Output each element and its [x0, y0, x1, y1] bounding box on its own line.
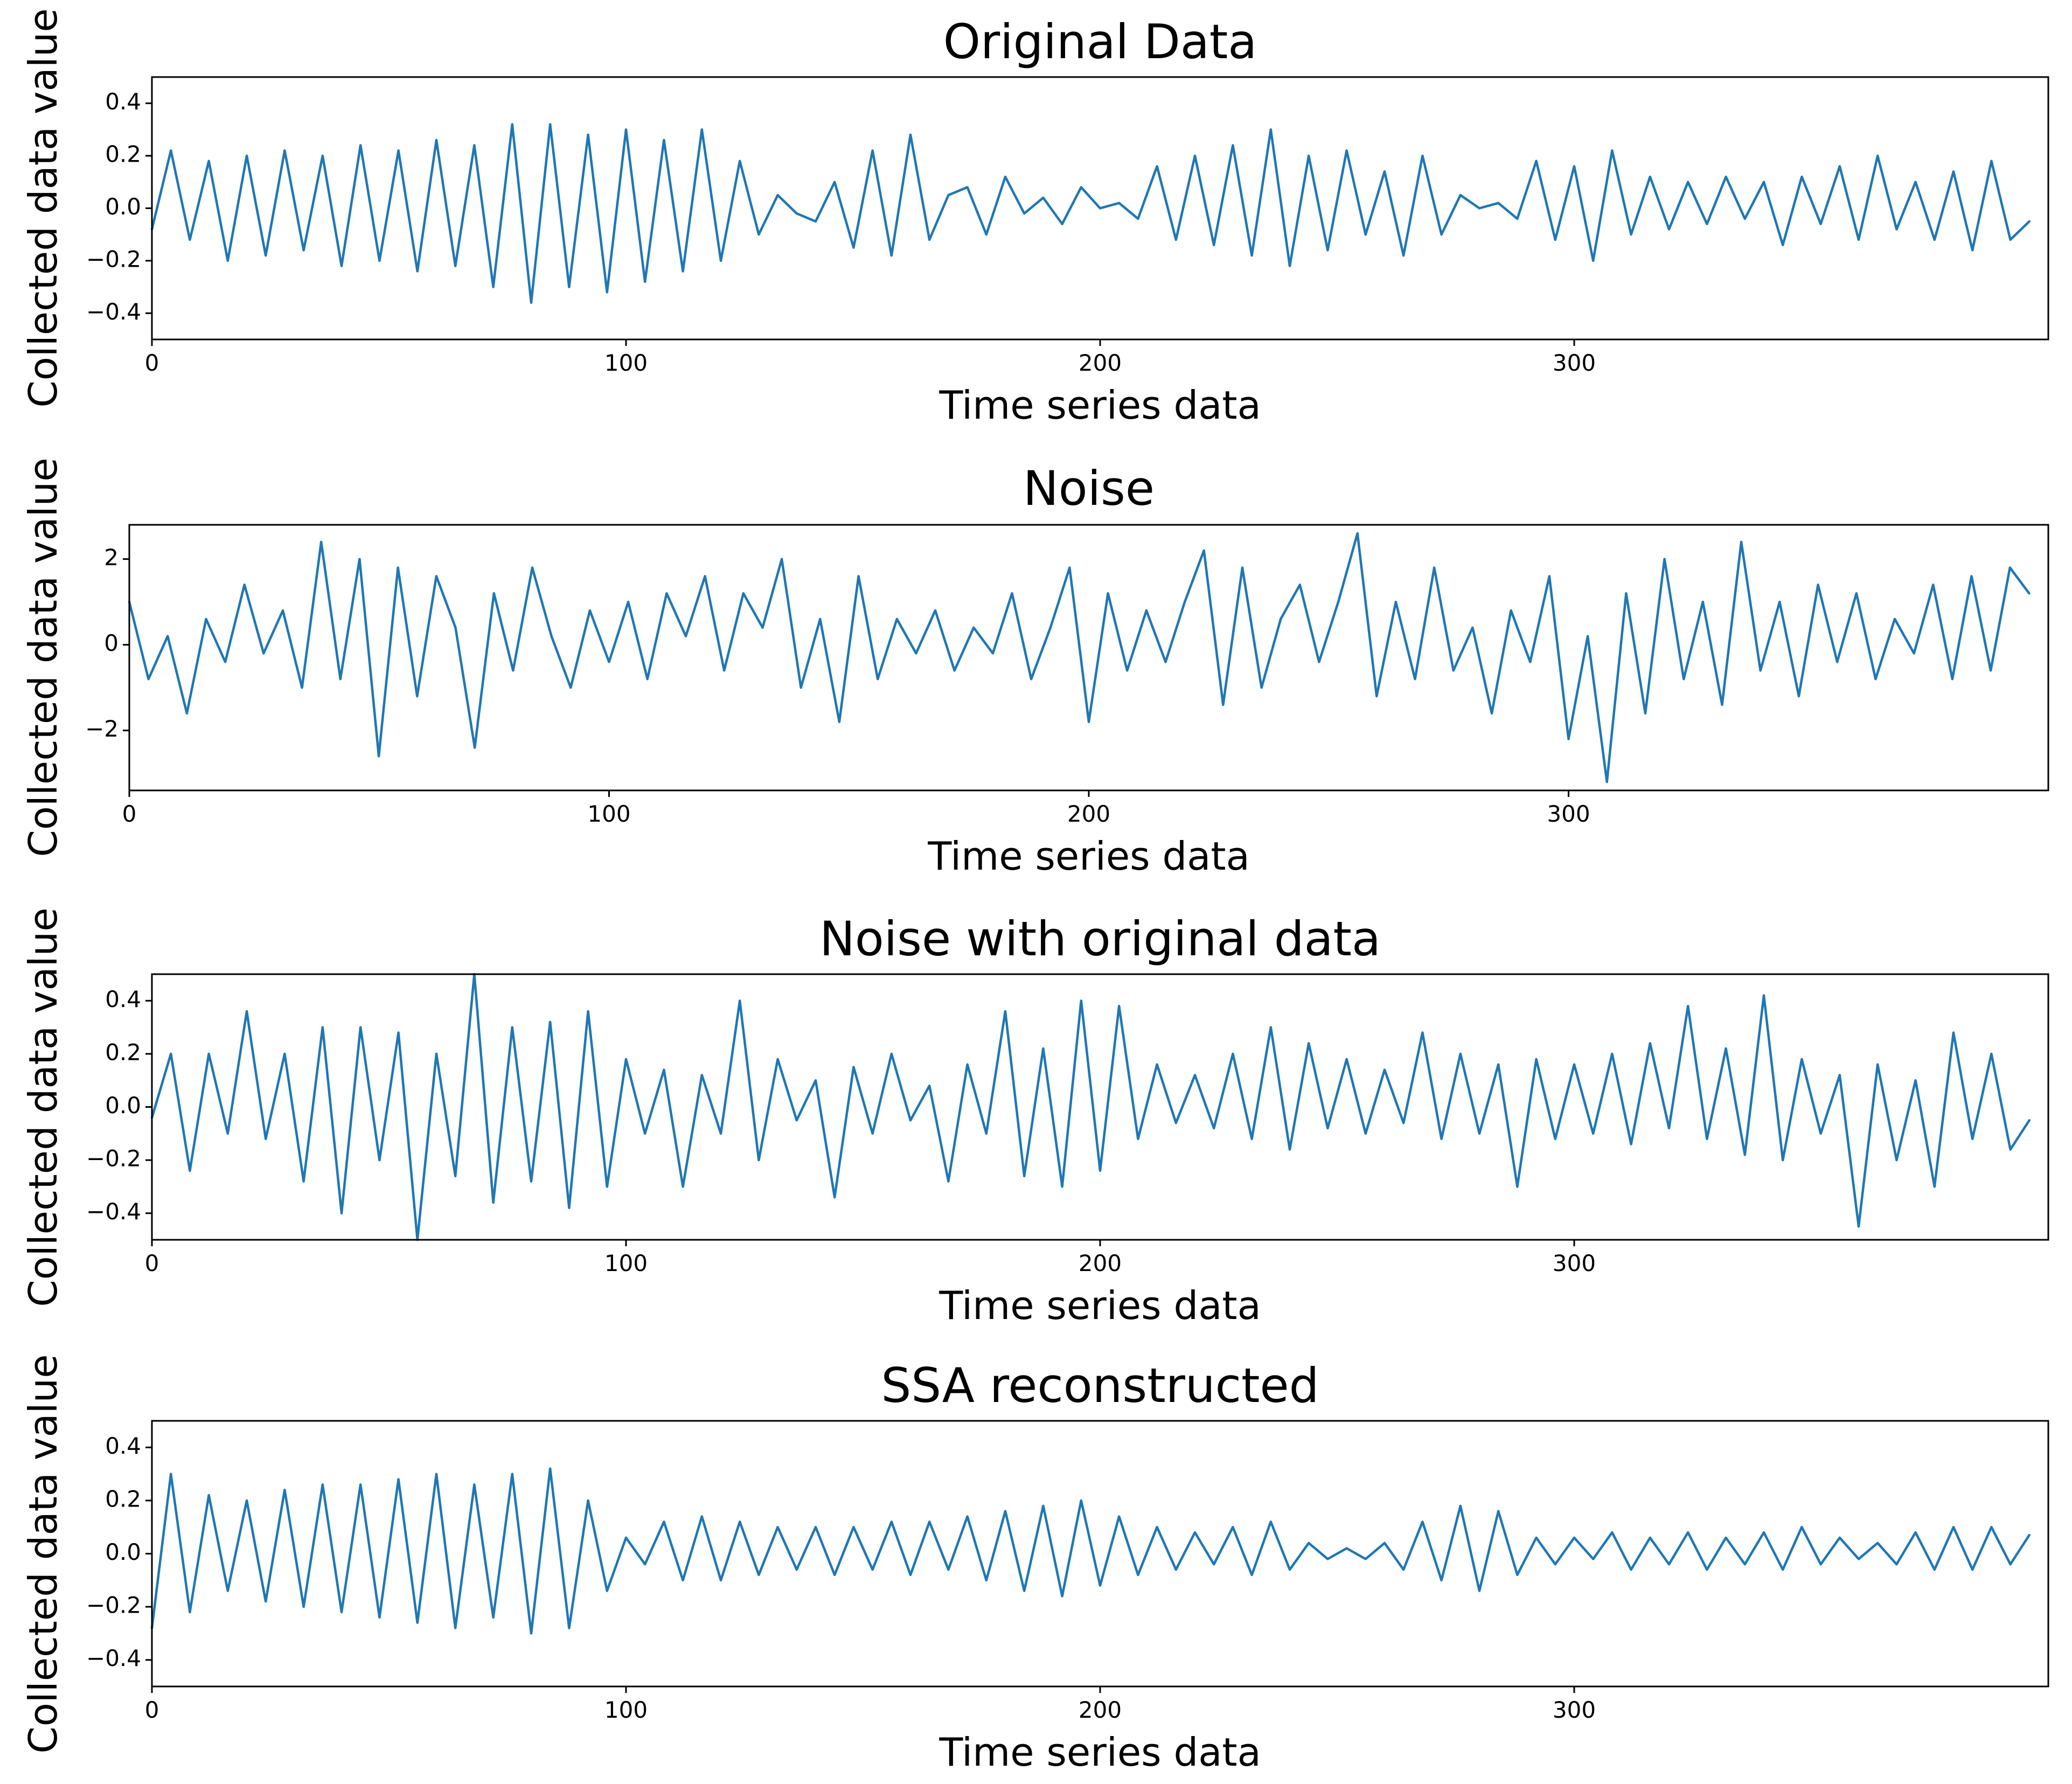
- x-tick-label: 100: [604, 350, 648, 376]
- panel-title: SSA reconstructed: [881, 1358, 1319, 1413]
- axis-ticks: 0 100 200 300 −0.4 −0.2 0.0 0.2 0.4: [86, 1433, 1596, 1723]
- x-tick-label: 300: [1553, 1697, 1596, 1723]
- y-axis-label: Collected data value: [20, 8, 66, 407]
- x-tick-label: 0: [145, 1250, 159, 1276]
- axis-ticks: 0 100 200 300 −2 0 2: [85, 544, 1590, 827]
- panel-title: Noise with original data: [819, 911, 1381, 967]
- x-tick-label: 100: [587, 801, 630, 827]
- y-tick-label: 0: [104, 630, 119, 656]
- x-tick-label: 300: [1547, 801, 1590, 827]
- plot-frame: [151, 973, 2049, 1241]
- x-tick-label: 300: [1553, 350, 1596, 376]
- y-tick-label: −0.4: [86, 299, 141, 325]
- panel-ssa-reconstructed: SSA reconstructed Time series data Colle…: [20, 1354, 2049, 1775]
- y-axis-label: Collected data value: [20, 1354, 66, 1753]
- plot-frame: [128, 524, 2049, 792]
- y-tick-label: 0.0: [105, 193, 141, 220]
- x-tick-label: 300: [1553, 1250, 1596, 1276]
- y-tick-label: −2: [85, 716, 119, 742]
- plot-frame: [151, 76, 2049, 341]
- x-tick-label: 0: [145, 350, 159, 376]
- x-tick-label: 200: [1079, 1697, 1122, 1723]
- y-tick-label: −0.2: [86, 246, 141, 272]
- y-tick-label: 0.0: [105, 1092, 141, 1119]
- y-tick-label: 2: [104, 544, 119, 571]
- x-tick-label: 0: [145, 1697, 159, 1723]
- x-tick-label: 200: [1079, 350, 1122, 376]
- y-tick-label: 0.2: [105, 1039, 141, 1065]
- y-tick-label: 0.2: [105, 1485, 141, 1512]
- y-tick-label: −0.2: [86, 1146, 141, 1172]
- x-tick-label: 200: [1079, 1250, 1122, 1276]
- y-tick-label: 0.4: [105, 88, 141, 115]
- x-axis-label: Time series data: [938, 1730, 1261, 1775]
- y-tick-label: −0.4: [86, 1198, 141, 1225]
- x-axis-label: Time series data: [927, 834, 1249, 879]
- series-line-original: [150, 123, 2031, 304]
- y-tick-label: −0.2: [86, 1592, 141, 1619]
- y-tick-label: 0.4: [105, 986, 141, 1012]
- panel-noise-with-original: Noise with original data Time series dat…: [20, 907, 2049, 1328]
- x-tick-label: 100: [604, 1250, 648, 1276]
- panel-title: Original Data: [943, 14, 1257, 70]
- y-axis-label: Collected data value: [20, 457, 66, 857]
- x-tick-label: 100: [604, 1697, 648, 1723]
- y-tick-label: 0.2: [105, 141, 141, 168]
- panel-noise: Noise Time series data Collected data va…: [20, 457, 2049, 879]
- axis-ticks: 0 100 200 300 −0.4 −0.2 0.0 0.2 0.4: [86, 986, 1596, 1276]
- x-tick-label: 200: [1067, 801, 1110, 827]
- plot-frame: [151, 1420, 2049, 1688]
- y-axis-label: Collected data value: [20, 907, 66, 1307]
- series-line-noise: [128, 532, 2031, 783]
- series-line-ssa: [150, 1467, 2031, 1635]
- y-tick-label: 0.4: [105, 1433, 141, 1459]
- panel-original-data: Original Data Time series data Collected…: [20, 8, 2049, 428]
- panel-title: Noise: [1023, 461, 1155, 516]
- y-tick-label: −0.4: [86, 1645, 141, 1671]
- axis-ticks: 0 100 200 300 −0.4 −0.2 0.0 0.2 0.4: [86, 88, 1596, 376]
- x-axis-label: Time series data: [938, 1283, 1261, 1328]
- y-tick-label: 0.0: [105, 1539, 141, 1565]
- x-axis-label: Time series data: [938, 383, 1261, 428]
- x-tick-label: 0: [122, 801, 137, 827]
- series-line-noisy: [150, 973, 2031, 1241]
